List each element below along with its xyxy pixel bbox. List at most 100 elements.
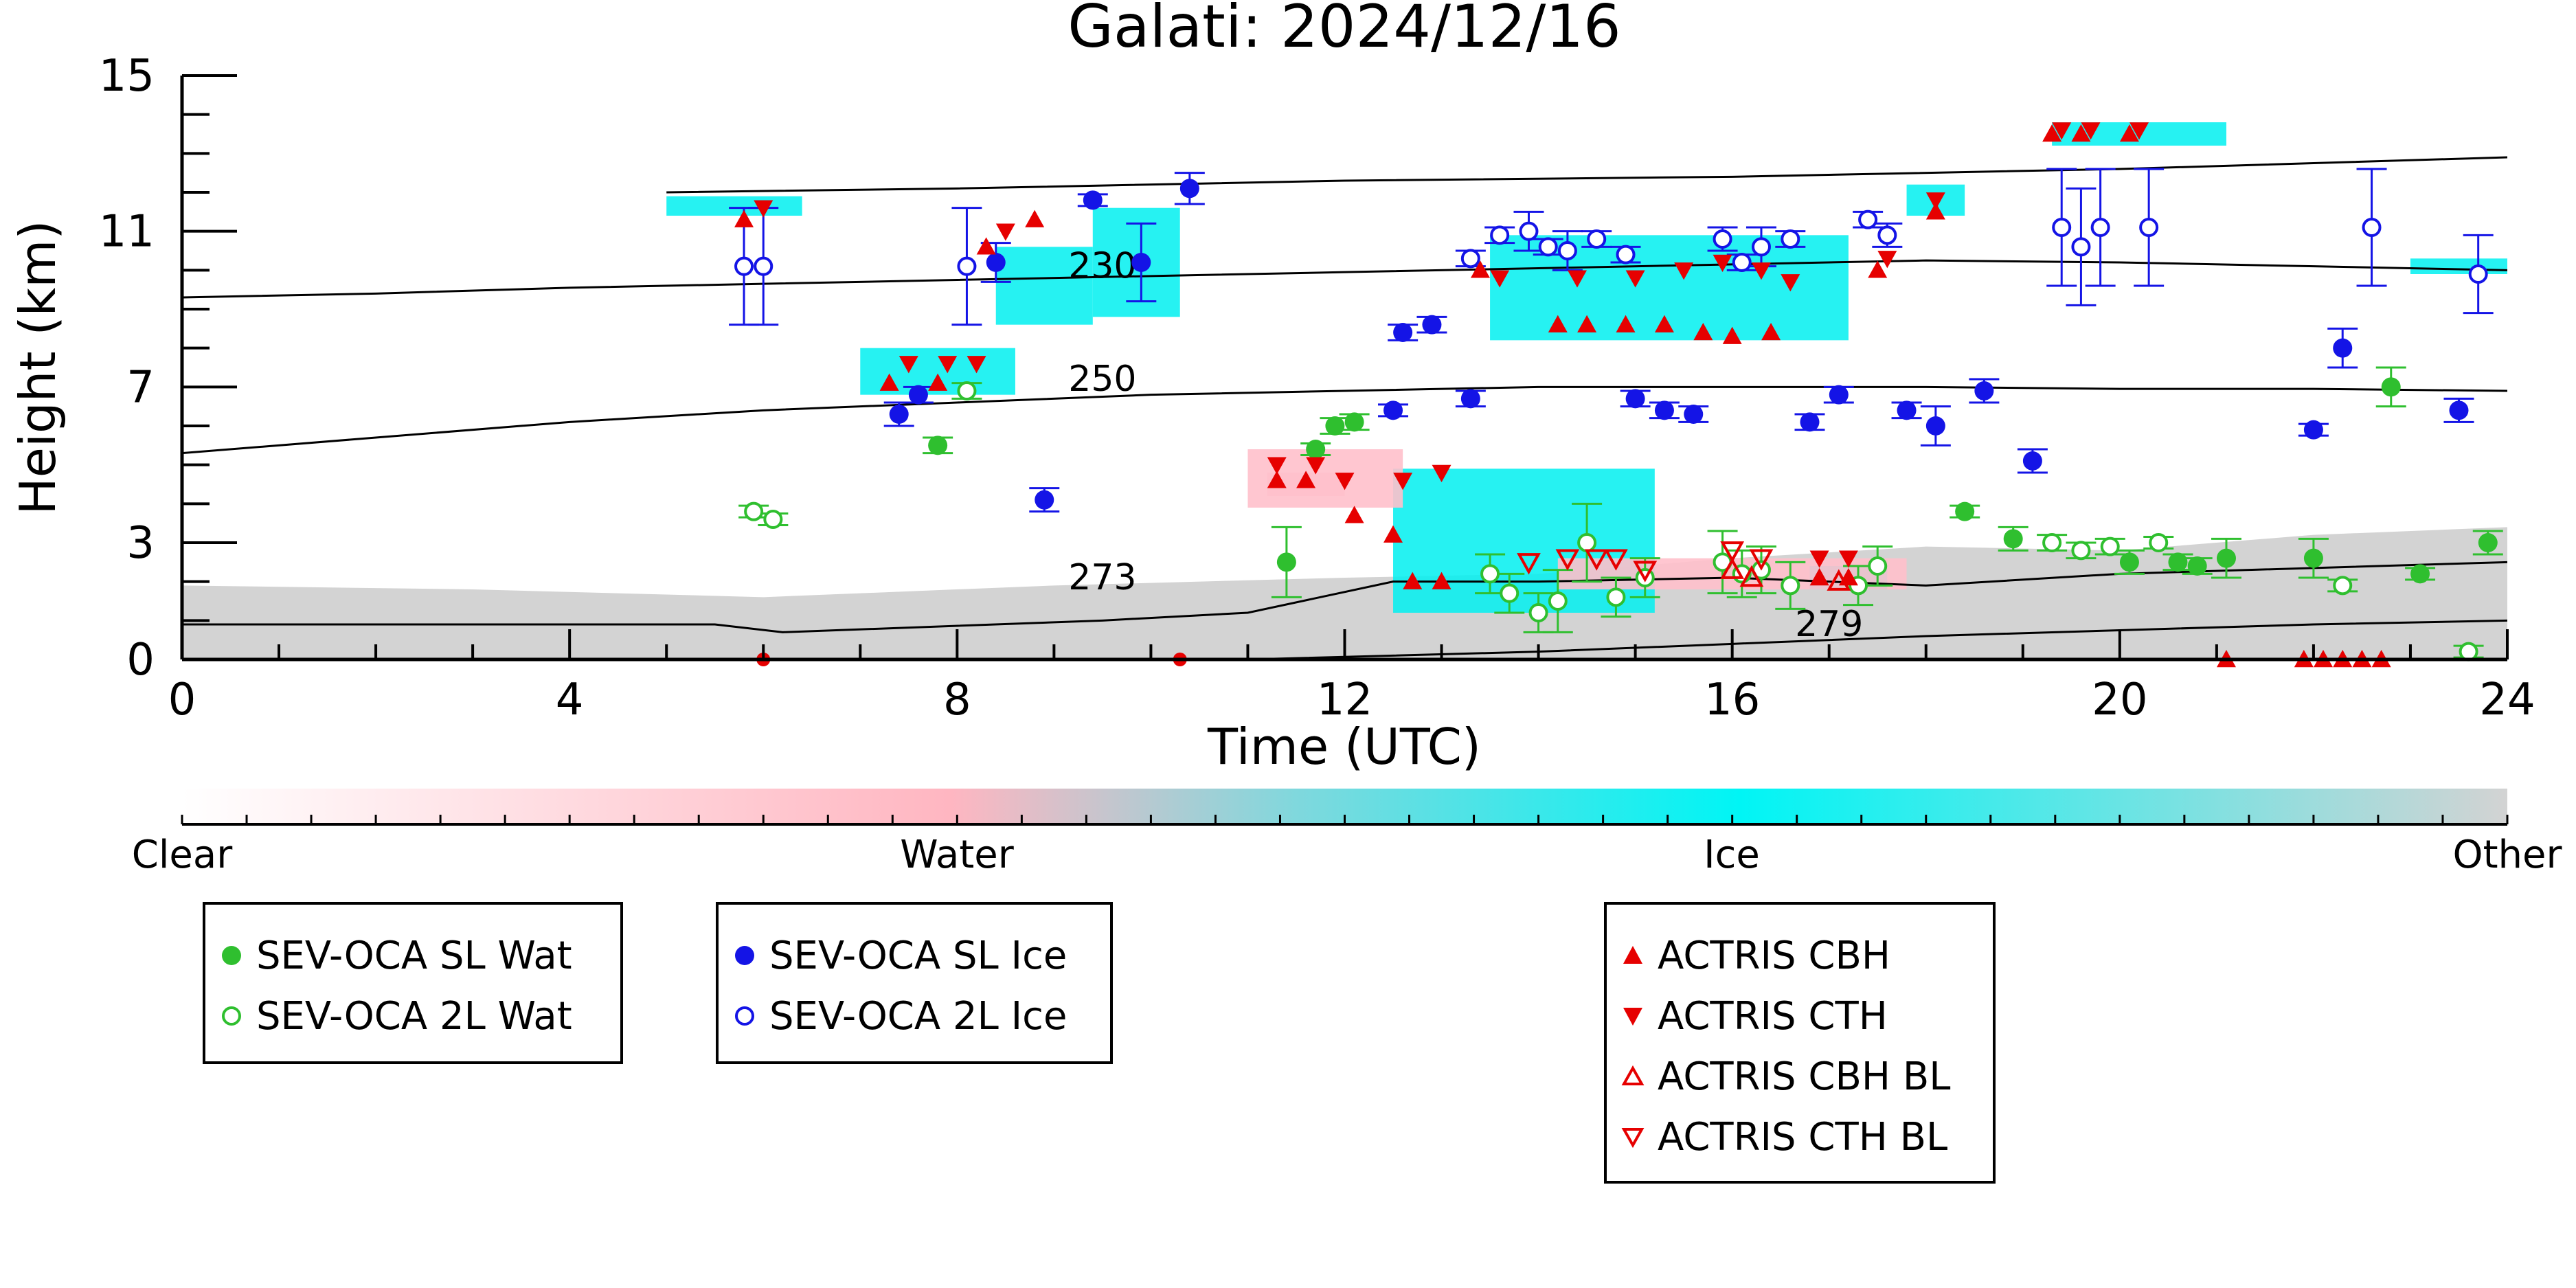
data-point [1925, 416, 1945, 436]
data-point [1713, 229, 1732, 249]
data-point [1267, 457, 1287, 475]
data-point [1422, 315, 1442, 335]
data-point [995, 223, 1015, 241]
data-point [1751, 262, 1771, 280]
legend-item: ACTRIS CTH [1620, 994, 1888, 1039]
cloud-ice-patch [666, 196, 802, 216]
x-tick-label: 24 [2479, 675, 2535, 725]
data-point [1344, 412, 1364, 432]
data-point [2071, 237, 2091, 257]
data-point [1654, 400, 1674, 420]
data-point [1393, 473, 1413, 490]
data-point [2022, 451, 2042, 471]
data-point [2333, 576, 2353, 596]
x-ticks: 0 4 8 12 16 20 24 [168, 629, 2535, 725]
triangle-up-filled-icon [1623, 946, 1642, 964]
data-point [2071, 541, 2091, 561]
data-point [957, 256, 977, 276]
filled-circle-icon [222, 946, 241, 965]
data-point [734, 256, 754, 276]
data-point [1616, 245, 1636, 264]
y-tick-label: 15 [99, 51, 155, 102]
data-point [754, 200, 773, 218]
data-point [1276, 552, 1296, 572]
data-point [1751, 237, 1771, 257]
data-point [1868, 260, 1888, 278]
data-point [763, 510, 783, 529]
y-tick-label: 11 [99, 207, 155, 258]
data-point [2168, 552, 2188, 572]
data-point [2187, 556, 2207, 576]
data-point [1035, 490, 1054, 510]
legend-actris: ACTRIS CBH ACTRIS CTH ACTRIS CBH BL ACTR… [1604, 902, 1996, 1184]
legend-label: ACTRIS CTH BL [1658, 1114, 1948, 1160]
y-tick-label: 7 [126, 362, 155, 413]
data-point [1722, 326, 1742, 344]
data-point [1674, 262, 1694, 280]
data-point [2081, 122, 2101, 140]
data-point [1538, 237, 1558, 257]
data-point [1025, 210, 1045, 227]
data-point [928, 436, 948, 455]
data-point [1306, 457, 1326, 475]
x-tick-label: 0 [168, 675, 196, 725]
data-point [1335, 473, 1355, 490]
data-point [1625, 389, 1645, 409]
data-point [1604, 549, 1628, 571]
triangle-down-open-icon [1621, 1128, 1645, 1149]
x-tick-label: 12 [1317, 675, 1372, 725]
data-point [1800, 412, 1820, 432]
y-ticks: 0 3 7 11 15 [99, 51, 237, 686]
data-point [1868, 556, 1888, 576]
colorbar: Clear Water Ice Other [132, 789, 2562, 877]
data-point [938, 356, 958, 374]
data-point [1781, 229, 1800, 249]
legend-sev-oca-water: SEV-OCA SL Wat SEV-OCA 2L Wat [203, 902, 623, 1064]
x-axis-label: Time (UTC) [1207, 718, 1481, 776]
data-point [1684, 405, 1704, 424]
data-point [1480, 564, 1500, 584]
data-point [2381, 377, 2401, 397]
data-point [744, 501, 764, 521]
contour-label: 250 [1068, 359, 1136, 400]
data-point [1713, 254, 1732, 272]
data-point [734, 210, 754, 227]
data-point [1344, 506, 1364, 523]
data-point [2410, 564, 2430, 584]
data-point [2149, 533, 2169, 552]
legend-item: SEV-OCA 2L Ice [732, 994, 1067, 1039]
data-point [1557, 241, 1577, 260]
data-point [2449, 400, 2469, 420]
x-tick-label: 8 [943, 675, 971, 725]
data-point [1393, 323, 1413, 342]
data-point [1528, 603, 1548, 622]
data-point [1383, 525, 1403, 543]
data-point [1809, 550, 1829, 568]
data-point [1720, 557, 1745, 579]
data-point [1761, 323, 1781, 341]
legend-item: ACTRIS CTH BL [1620, 1114, 1948, 1160]
data-point [1925, 202, 1945, 220]
data-point [986, 253, 1006, 272]
data-point [1781, 576, 1800, 596]
data-point [1781, 274, 1800, 292]
legend-item: SEV-OCA SL Wat [219, 934, 572, 978]
data-point [1470, 260, 1490, 278]
data-point [1460, 249, 1480, 269]
data-point [2303, 548, 2323, 568]
data-point [1654, 315, 1674, 332]
filled-circle-icon [735, 946, 754, 965]
data-point [2468, 264, 2488, 284]
data-point [1296, 471, 1316, 488]
legend-sev-oca-ice: SEV-OCA SL Ice SEV-OCA 2L Ice [716, 902, 1113, 1064]
data-point [2139, 218, 2159, 237]
data-point [889, 405, 909, 424]
colorbar-label-clear: Clear [132, 833, 233, 877]
data-point [2333, 338, 2353, 358]
colorbar-label-other: Other [2452, 833, 2562, 877]
colorbar-label-water: Water [900, 833, 1015, 877]
data-point [1616, 315, 1636, 332]
data-point [1827, 569, 1851, 591]
data-point [1432, 464, 1451, 482]
data-point [2478, 533, 2498, 552]
